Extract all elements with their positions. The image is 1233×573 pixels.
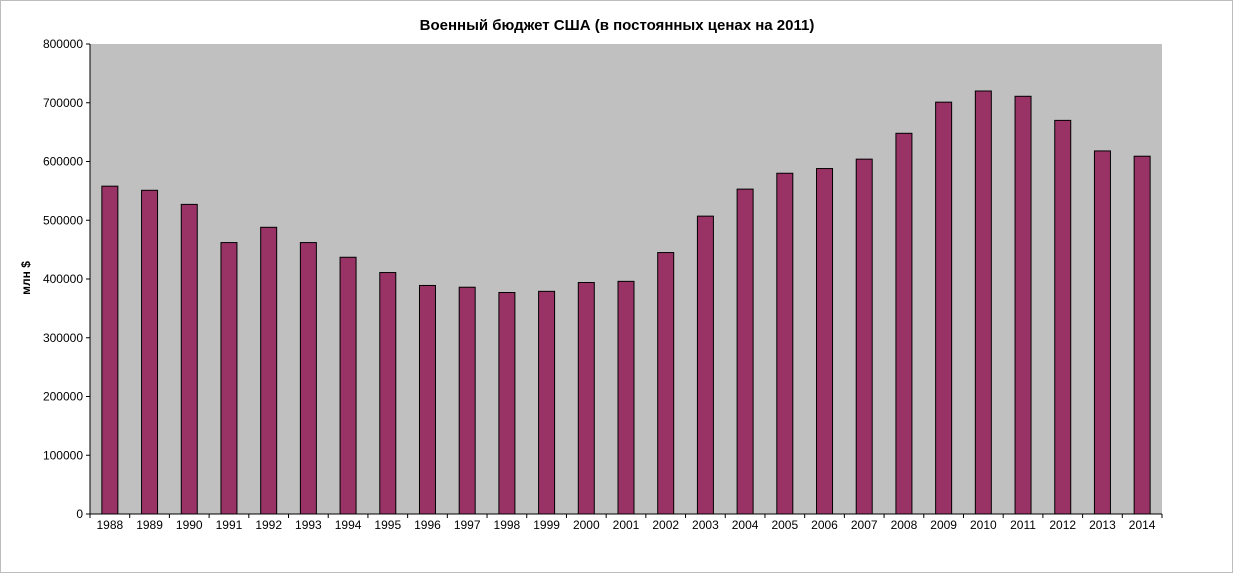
bar-1994: [339, 256, 357, 515]
bar-1999: [538, 290, 556, 515]
bar-2000: [577, 282, 595, 515]
y-tick-label: 700000: [43, 96, 83, 110]
x-tick-label-1995: 1995: [374, 518, 401, 532]
bar-1988: [101, 185, 119, 515]
y-tick-label: 300000: [43, 331, 83, 345]
x-tick-label-1994: 1994: [335, 518, 362, 532]
x-ticks-group: 1988 1989 1990 1991 1992 1993 1994 1995 1996 1997…: [89, 514, 1163, 532]
x-tick-label-2007: 2007: [851, 518, 878, 532]
y-tick-label: 500000: [43, 213, 83, 227]
x-tick-label-2012: 2012: [1049, 518, 1076, 532]
x-tick-label-1996: 1996: [414, 518, 441, 532]
y-tick-label: 0: [76, 507, 83, 521]
x-tick-label-1991: 1991: [216, 518, 243, 532]
bar-2001: [617, 280, 635, 515]
y-tick-label: 600000: [43, 155, 83, 169]
x-tick-label-1989: 1989: [136, 518, 163, 532]
y-tick-label: 200000: [43, 390, 83, 404]
x-tick-label-2002: 2002: [652, 518, 679, 532]
x-tick-label-1998: 1998: [494, 518, 521, 532]
bar-2007: [855, 158, 873, 515]
bar-2013: [1093, 150, 1111, 515]
bars-group: [101, 90, 1151, 515]
bar-2005: [776, 172, 794, 515]
bar-1992: [260, 226, 278, 515]
bar-2014: [1133, 155, 1151, 515]
bar-1991: [220, 242, 238, 515]
x-tick-label-2004: 2004: [732, 518, 759, 532]
y-tick-label: 400000: [43, 272, 83, 286]
bar-1989: [141, 189, 159, 515]
x-tick-label-2008: 2008: [891, 518, 918, 532]
x-tick-label-1997: 1997: [454, 518, 481, 532]
bar-2008: [895, 132, 913, 515]
x-tick-label-2003: 2003: [692, 518, 719, 532]
bar-2006: [816, 168, 834, 515]
bar-2011: [1014, 95, 1032, 515]
x-tick-label-1988: 1988: [97, 518, 124, 532]
x-tick-label-1993: 1993: [295, 518, 322, 532]
x-tick-label-2000: 2000: [573, 518, 600, 532]
bar-1995: [379, 272, 397, 515]
chart-title: Военный бюджет США (в постоянных ценах н…: [420, 17, 815, 34]
bar-2012: [1054, 119, 1072, 515]
x-tick-label-1999: 1999: [533, 518, 560, 532]
x-tick-label-2009: 2009: [930, 518, 957, 532]
y-ticks-group: 0 100000 200000 300000 400000 500000 600000 700…: [43, 37, 90, 521]
x-tick-label-2013: 2013: [1089, 518, 1116, 532]
x-tick-label-2014: 2014: [1129, 518, 1156, 532]
x-tick-label-1990: 1990: [176, 518, 203, 532]
bar-2002: [657, 252, 675, 515]
x-tick-label-2010: 2010: [970, 518, 997, 532]
bar-1996: [418, 284, 436, 515]
x-tick-label-2011: 2011: [1010, 518, 1036, 532]
y-tick-label: 100000: [43, 448, 83, 462]
bar-1990: [180, 203, 198, 515]
x-tick-label-2006: 2006: [811, 518, 838, 532]
x-tick-label-2001: 2001: [613, 518, 640, 532]
bar-2009: [935, 101, 953, 515]
x-tick-label-1992: 1992: [255, 518, 282, 532]
bar-1998: [498, 292, 516, 515]
bar-2003: [696, 215, 714, 515]
bar-1993: [299, 242, 317, 515]
y-tick-label: 800000: [43, 37, 83, 51]
x-tick-label-2005: 2005: [771, 518, 798, 532]
bar-2010: [974, 90, 992, 515]
bar-1997: [458, 286, 476, 515]
bar-2004: [736, 188, 754, 515]
y-axis-label: млн $: [19, 261, 33, 295]
